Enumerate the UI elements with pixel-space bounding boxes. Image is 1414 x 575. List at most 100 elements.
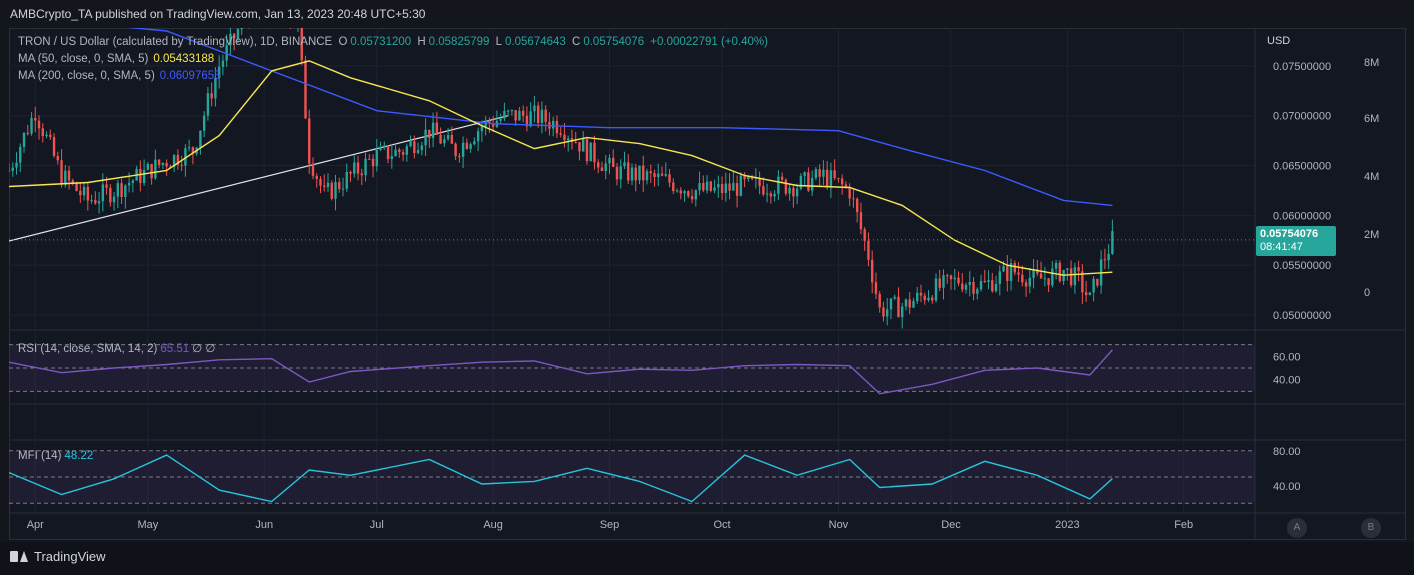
ohlc-open: 0.05731200 (350, 36, 412, 48)
candle-body-2022-10-20 (792, 187, 795, 197)
candle-body-2022-11-13 (882, 307, 885, 317)
candle-body-2022-09-17 (668, 174, 671, 183)
candle-body-2022-11-23 (919, 292, 923, 296)
last-price: 0.05754076 (1260, 228, 1319, 240)
price-chart[interactable]: Apr May Jun Jul Aug Sep Oct Nov Dec 2023 Feb USD 0.0… (9, 28, 1406, 540)
rsi-value: 65.51 (160, 343, 190, 355)
tradingview-logo-icon (10, 551, 28, 562)
candle-body-2022-11-17 (897, 296, 900, 318)
candle-body-2022-12-04 (961, 283, 964, 290)
mfi-legend[interactable]: MFI (14) 48.22 (18, 450, 96, 462)
candle-body-2022-06-13 (308, 118, 311, 164)
candle-body-2022-11-30 (946, 275, 949, 277)
candle-body-2022-07-22 (454, 143, 457, 157)
ma50-label: MA (50, close, 0, SMA, 5) (18, 53, 149, 65)
rsi-legend[interactable]: RSI (14, close, SMA, 14, 2) 65.51 ∅ ∅ (18, 341, 218, 355)
candle-body-2022-03-27 (15, 162, 18, 168)
candle-body-2022-04-10 (67, 170, 71, 181)
candle-body-2022-04-17 (94, 200, 97, 204)
candle-body-2023-01-12 (1107, 253, 1110, 261)
symbol-title[interactable]: TRON / US Dollar (calculated by TradingV… (18, 36, 333, 48)
ma200-legend[interactable]: MA (200, close, 0, SMA, 5) 0.06097655 (18, 70, 226, 82)
volume-tick-label: 0 (1364, 287, 1370, 299)
candle-body-2022-05-07 (169, 166, 172, 168)
candle-body-2022-12-05 (964, 284, 968, 290)
candle-body-2022-06-30 (371, 158, 375, 167)
candle-body-2022-09-07 (630, 167, 634, 181)
candle-body-2022-06-19 (330, 182, 333, 199)
candle-body-2022-06-12 (304, 60, 307, 119)
candle-body-2022-10-08 (747, 176, 750, 180)
candle-body-2022-04-06 (52, 137, 56, 156)
candle-body-2022-09-13 (653, 173, 656, 178)
candle-body-2022-12-06 (968, 282, 971, 285)
candle-body-2022-11-28 (938, 278, 941, 288)
candle-body-2022-10-23 (803, 172, 806, 176)
candle-body-2022-10-18 (784, 179, 788, 194)
candle-body-2022-07-19 (443, 139, 446, 144)
ohlc-close-label: C (572, 36, 581, 48)
candle-body-2022-07-24 (461, 142, 465, 157)
candle-body-2022-10-10 (754, 177, 758, 179)
candle-body-2022-09-21 (683, 191, 686, 194)
candle-body-2022-10-13 (765, 193, 769, 195)
candle-body-2022-05-13 (191, 147, 195, 154)
auto-scale-button[interactable]: A (1287, 518, 1307, 538)
candle-body-2022-07-06 (394, 149, 397, 157)
candle-body-2022-04-25 (124, 185, 127, 198)
candle-body-2022-07-16 (431, 122, 435, 138)
ma200-line (127, 28, 1113, 207)
candle-body-2022-09-10 (642, 165, 645, 181)
candle-body-2022-08-17 (551, 120, 555, 129)
candle-body-2022-08-15 (544, 109, 547, 122)
candle-body-2022-10-22 (799, 175, 803, 189)
candle-body-2022-08-28 (593, 142, 596, 163)
ma200-label: MA (200, close, 0, SMA, 5) (18, 70, 155, 82)
price-tick-label: 0.06000000 (1273, 210, 1331, 222)
candle-body-2023-01-11 (1103, 259, 1107, 261)
candle-body-2022-11-10 (870, 259, 874, 283)
mfi-label: MFI (14) (18, 450, 62, 462)
candle-body-2022-10-12 (762, 186, 765, 195)
candle-body-2022-11-11 (874, 282, 878, 294)
candle-body-2022-10-05 (735, 183, 739, 196)
candle-body-2022-12-18 (1013, 263, 1017, 273)
candle-body-2022-12-14 (998, 271, 1001, 285)
ohlc-high: 0.05825799 (428, 36, 490, 48)
candle-body-2022-07-02 (379, 146, 382, 151)
candle-body-2022-11-15 (889, 298, 893, 310)
candle-body-2022-04-05 (49, 134, 52, 138)
candle-body-2022-05-17 (206, 93, 210, 116)
candle-body-2022-05-19 (214, 78, 217, 99)
candle-body-2022-08-30 (600, 167, 604, 171)
candle-body-2023-01-02 (1069, 268, 1073, 286)
candle-body-2022-05-06 (165, 162, 168, 167)
volume-tick-label: 8M (1364, 57, 1379, 69)
time-tick-label: May (137, 519, 158, 531)
ma50-legend[interactable]: MA (50, close, 0, SMA, 5) 0.05433188 (18, 53, 219, 65)
candle-body-2023-01-04 (1077, 267, 1080, 272)
time-tick-label: Oct (714, 519, 731, 531)
candle-body-2022-09-15 (660, 173, 664, 176)
tradingview-logo[interactable]: TradingView (10, 549, 106, 564)
candle-body-2022-09-11 (645, 171, 649, 181)
candle-body-2022-10-03 (728, 183, 731, 191)
candle-body-2022-04-30 (142, 169, 146, 184)
candle-body-2022-10-30 (829, 170, 833, 187)
candle-body-2022-12-13 (994, 284, 998, 292)
candle-body-2022-09-04 (619, 166, 622, 180)
candle-body-2022-11-02 (840, 178, 844, 185)
log-scale-button[interactable]: B (1361, 518, 1381, 538)
candle-body-2022-08-24 (578, 142, 581, 152)
candle-body-2022-05-24 (232, 33, 236, 39)
candle-body-2022-09-27 (705, 181, 709, 191)
candle-body-2022-05-04 (157, 159, 161, 165)
candle-body-2022-08-12 (533, 105, 536, 112)
candle-body-2022-09-30 (717, 184, 720, 188)
candle-body-2022-04-08 (60, 160, 63, 185)
symbol-legend: TRON / US Dollar (calculated by TradingV… (18, 36, 771, 48)
candle-body-2022-04-07 (56, 155, 59, 161)
candle-body-2022-07-01 (375, 150, 378, 167)
ma50-line (9, 60, 1113, 276)
rsi-extra: ∅ ∅ (192, 343, 216, 355)
